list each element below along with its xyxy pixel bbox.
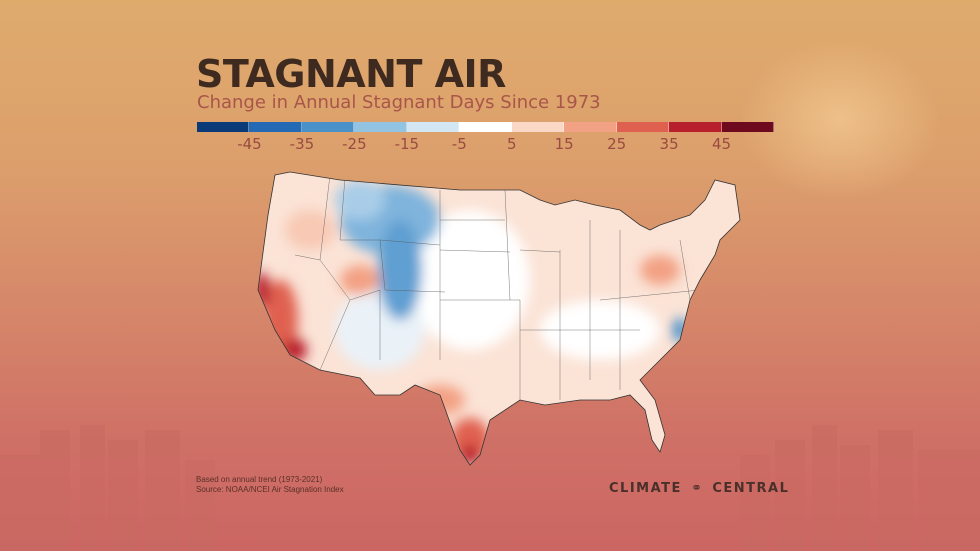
- legend-ticks: -45 -35 -25 -15 -5 5 15 25 35 45: [197, 135, 774, 155]
- legend-tick-label: 25: [607, 135, 627, 153]
- logo-text-left: CLIMATE: [609, 481, 682, 496]
- legend-swatch: [669, 122, 722, 132]
- legend-tick-label: 45: [711, 135, 732, 153]
- legend-tick-label: 5: [506, 135, 517, 153]
- logo-rings-icon: ⚭: [690, 481, 704, 496]
- legend-tick-label: -5: [451, 135, 467, 153]
- legend-swatch: [301, 122, 355, 132]
- legend-swatch: [511, 122, 565, 132]
- legend-swatch: [249, 122, 302, 132]
- note-source: Source: NOAA/NCEI Air Stagnation Index: [196, 485, 344, 494]
- legend-tick-label: -25: [342, 135, 367, 153]
- legend-tick-label: -45: [237, 135, 262, 153]
- source-note: Based on annual trend (1973-2021) Source…: [196, 475, 344, 495]
- legend-tick-label: 35: [659, 135, 679, 153]
- page-subtitle: Change in Annual Stagnant Days Since 197…: [197, 92, 601, 113]
- legend-swatch: [459, 122, 512, 132]
- legend-tick-label: -15: [394, 135, 420, 153]
- climate-central-logo: CLIMATE ⚭ CENTRAL: [609, 481, 789, 496]
- legend-swatch: [564, 122, 617, 132]
- legend-swatch: [197, 122, 250, 132]
- legend-tick-label: -35: [289, 135, 315, 153]
- page-title: STAGNANT AIR: [196, 52, 506, 96]
- legend-swatch: [616, 122, 670, 132]
- legend-swatch: [721, 122, 774, 132]
- legend-swatch: [406, 122, 460, 132]
- legend-swatch: [354, 122, 407, 132]
- color-legend: [197, 122, 774, 132]
- note-trend: Based on annual trend (1973-2021): [196, 475, 323, 484]
- logo-text-right: CENTRAL: [712, 481, 790, 496]
- sun-glow: [740, 40, 940, 200]
- legend-tick-label: 15: [554, 135, 574, 153]
